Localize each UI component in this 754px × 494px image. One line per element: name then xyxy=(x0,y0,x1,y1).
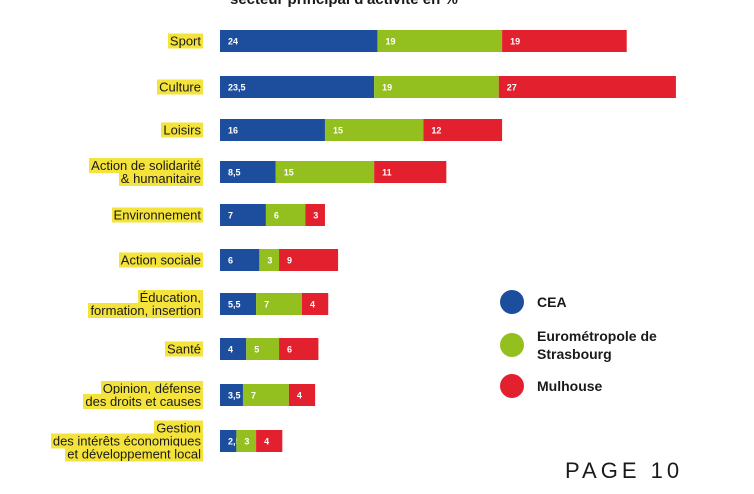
value-label: 19 xyxy=(385,36,395,46)
value-label: 8,5 xyxy=(228,167,241,177)
value-label: 6 xyxy=(287,344,292,354)
category-line: et développement local xyxy=(65,447,203,462)
bar-segment xyxy=(374,76,499,98)
value-label: 15 xyxy=(333,125,343,135)
category-line: Santé xyxy=(165,342,203,357)
bar-segment xyxy=(502,30,627,52)
bar-segment xyxy=(302,293,328,315)
legend-marker xyxy=(500,374,524,398)
bar-segment xyxy=(377,30,502,52)
value-label: 19 xyxy=(382,82,392,92)
bar-segment xyxy=(220,338,246,360)
value-label: 5,5 xyxy=(228,299,241,309)
value-label: 7 xyxy=(228,210,233,220)
value-label: 19 xyxy=(510,36,520,46)
value-label: 3 xyxy=(313,210,318,220)
value-label: 23,5 xyxy=(228,82,246,92)
value-label: 6 xyxy=(228,255,233,265)
value-label: 4 xyxy=(297,390,302,400)
category-line: des droits et causes xyxy=(83,394,203,409)
bar-segment xyxy=(266,204,305,226)
bar-segment xyxy=(220,30,377,52)
legend-label: Eurométropole de Strasbourg xyxy=(537,327,657,363)
value-label: 16 xyxy=(228,125,238,135)
page-number: PAGE 10 xyxy=(565,458,683,484)
category-line: Sport xyxy=(168,34,203,49)
category-line: & humanitaire xyxy=(119,171,203,186)
value-label: 9 xyxy=(287,255,292,265)
category-line: Action sociale xyxy=(119,253,203,268)
category-label: Action sociale xyxy=(119,254,203,267)
category-label: Sport xyxy=(168,35,203,48)
bar-segment xyxy=(243,384,289,406)
bar-segment xyxy=(246,338,279,360)
value-label: 12 xyxy=(431,125,441,135)
value-label: 5 xyxy=(254,344,259,354)
category-label: Action de solidarité& humanitaire xyxy=(89,159,203,185)
value-label: 24 xyxy=(228,36,238,46)
bar-segment xyxy=(499,76,676,98)
value-label: 7 xyxy=(264,299,269,309)
value-label: 11 xyxy=(382,167,392,177)
legend-label: Mulhouse xyxy=(537,377,657,395)
category-label: Santé xyxy=(165,343,203,356)
value-label: 4 xyxy=(310,299,315,309)
bar-segment xyxy=(220,204,266,226)
value-label: 15 xyxy=(284,167,294,177)
category-line: Loisirs xyxy=(161,123,203,138)
value-label: 27 xyxy=(507,82,517,92)
value-label: 3 xyxy=(244,436,249,446)
legend-marker xyxy=(500,290,524,314)
value-label: 3,5 xyxy=(228,390,241,400)
legend-label: CEA xyxy=(537,293,657,311)
category-label: Loisirs xyxy=(161,124,203,137)
value-label: 4 xyxy=(228,344,233,354)
category-line: formation, insertion xyxy=(88,303,203,318)
bar-segment xyxy=(256,430,282,452)
page: secteur principal d'activité en % 241919… xyxy=(0,0,754,494)
category-label: Culture xyxy=(157,81,203,94)
category-label: Environnement xyxy=(112,209,203,222)
value-label: 7 xyxy=(251,390,256,400)
category-line: Culture xyxy=(157,80,203,95)
legend-marker xyxy=(500,333,524,357)
bar-segment xyxy=(220,249,259,271)
value-label: 4 xyxy=(264,436,269,446)
chart: 24 19 19 23,5 19 27 16 15 12 8,5 15 11 7 6 3 6 3 9 5,5 7 4 4 5… xyxy=(0,0,754,494)
bar-segment xyxy=(279,338,318,360)
bar-segment xyxy=(289,384,315,406)
value-label: 6 xyxy=(274,210,279,220)
category-label: Éducation,formation, insertion xyxy=(88,291,203,317)
value-label: 3 xyxy=(267,255,272,265)
category-line: Environnement xyxy=(112,208,203,223)
bar-segment xyxy=(256,293,302,315)
